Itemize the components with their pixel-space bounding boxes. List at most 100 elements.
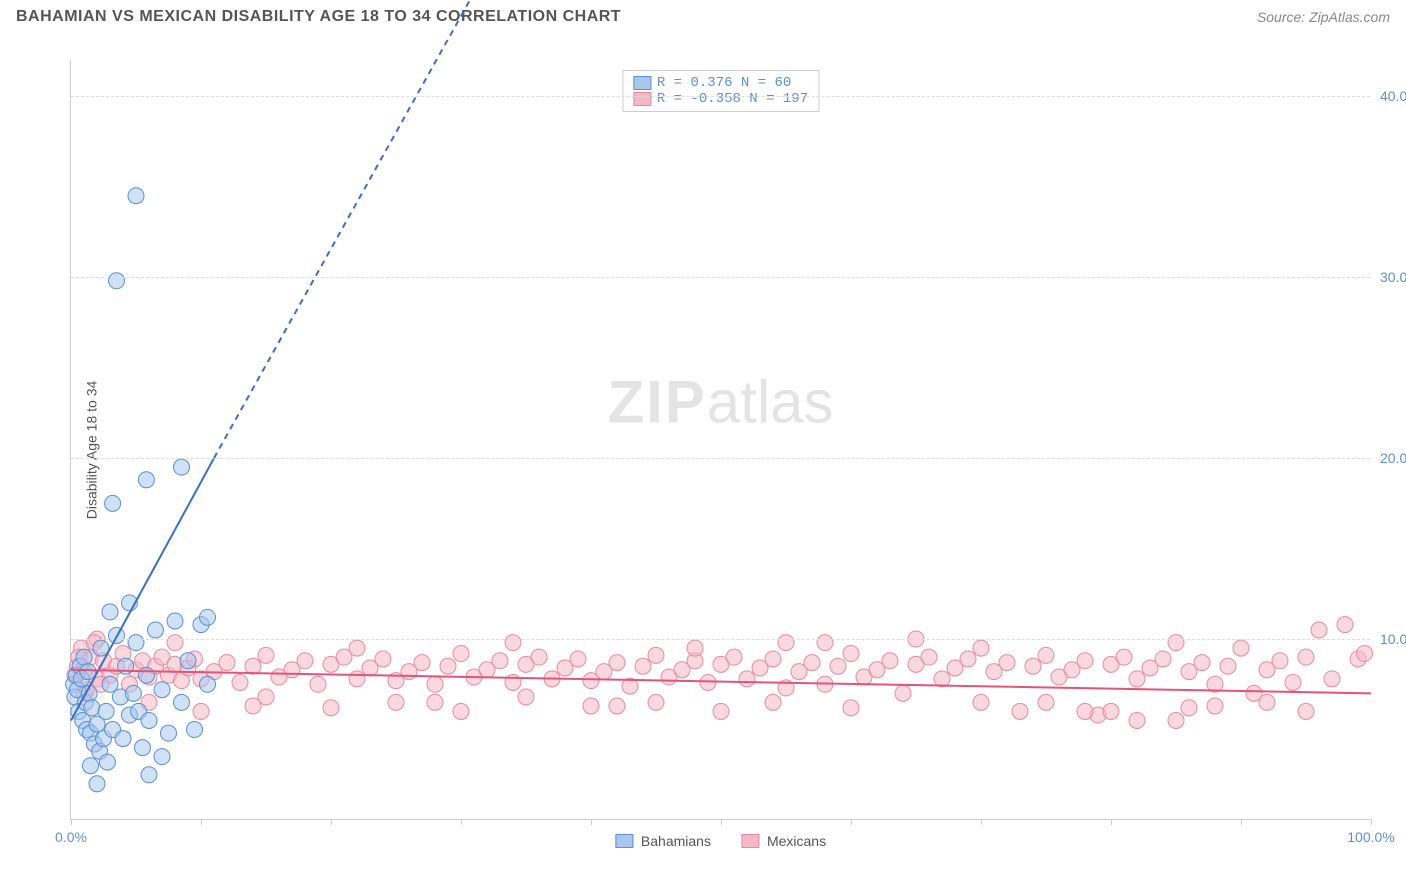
mexicans-point <box>1129 712 1145 728</box>
mexicans-point <box>349 640 365 656</box>
bahamians-point <box>200 676 216 692</box>
mexicans-point <box>1272 653 1288 669</box>
bahamians-point <box>84 700 100 716</box>
mexicans-point <box>1116 649 1132 665</box>
mexicans-point <box>1038 694 1054 710</box>
mexicans-point <box>258 647 274 663</box>
correlation-legend: R = 0.376 N = 60R = -0.358 N = 197 <box>622 70 819 112</box>
mexicans-point <box>882 653 898 669</box>
bahamians-point <box>138 667 154 683</box>
mexicans-point <box>1077 653 1093 669</box>
chart-title: BAHAMIAN VS MEXICAN DISABILITY AGE 18 TO… <box>16 8 621 26</box>
legend-label: Mexicans <box>767 833 826 849</box>
gridline <box>71 458 1370 459</box>
x-tick <box>1111 819 1112 825</box>
mexicans-point <box>167 635 183 651</box>
mexicans-point <box>1259 694 1275 710</box>
chart-container: Disability Age 18 to 34 ZIPatlas R = 0.3… <box>50 50 1390 850</box>
bahamians-point <box>138 472 154 488</box>
bahamians-point <box>154 682 170 698</box>
mexicans-point <box>1207 698 1223 714</box>
mexicans-point <box>609 655 625 671</box>
legend-swatch <box>741 834 759 848</box>
mexicans-point <box>817 635 833 651</box>
plot-area: ZIPatlas R = 0.376 N = 60R = -0.358 N = … <box>70 60 1370 820</box>
mexicans-point <box>1311 622 1327 638</box>
bahamians-point <box>200 609 216 625</box>
x-tick-label: 0.0% <box>55 829 87 845</box>
bahamians-trendline-extended <box>214 0 487 458</box>
mexicans-point <box>1129 671 1145 687</box>
mexicans-point <box>973 694 989 710</box>
bahamians-point <box>83 758 99 774</box>
bahamians-point <box>109 273 125 289</box>
mexicans-point <box>1155 651 1171 667</box>
mexicans-point <box>1103 703 1119 719</box>
legend-swatch <box>633 92 651 106</box>
x-tick-label: 100.0% <box>1347 829 1394 845</box>
mexicans-point <box>1181 700 1197 716</box>
bahamians-point <box>98 703 114 719</box>
bahamians-point <box>148 622 164 638</box>
mexicans-point <box>1077 703 1093 719</box>
bahamians-point <box>89 776 105 792</box>
bahamians-point <box>135 740 151 756</box>
gridline <box>71 639 1370 640</box>
mexicans-point <box>453 703 469 719</box>
mexicans-point <box>323 700 339 716</box>
mexicans-point <box>1025 658 1041 674</box>
mexicans-point <box>999 655 1015 671</box>
source-attribution: Source: ZipAtlas.com <box>1257 9 1390 25</box>
x-tick <box>1371 819 1372 825</box>
mexicans-point <box>583 698 599 714</box>
gridline <box>71 96 1370 97</box>
bahamians-point <box>115 731 131 747</box>
mexicans-point <box>635 658 651 674</box>
mexicans-point <box>1038 647 1054 663</box>
mexicans-point <box>388 694 404 710</box>
mexicans-point <box>245 658 261 674</box>
mexicans-point <box>492 653 508 669</box>
legend-swatch <box>615 834 633 848</box>
x-tick <box>591 819 592 825</box>
bahamians-point <box>154 749 170 765</box>
bahamians-point <box>128 188 144 204</box>
x-tick <box>981 819 982 825</box>
mexicans-point <box>726 649 742 665</box>
mexicans-point <box>245 698 261 714</box>
mexicans-point <box>960 651 976 667</box>
legend-label: Bahamians <box>641 833 711 849</box>
legend-row: R = -0.358 N = 197 <box>633 91 808 107</box>
series-legend: Bahamians Mexicans <box>615 833 826 849</box>
mexicans-point <box>765 694 781 710</box>
mexicans-point <box>1298 703 1314 719</box>
bahamians-point <box>161 725 177 741</box>
mexicans-point <box>453 646 469 662</box>
mexicans-point <box>232 674 248 690</box>
bahamians-point <box>167 613 183 629</box>
x-tick <box>851 819 852 825</box>
x-tick <box>1241 819 1242 825</box>
mexicans-point <box>778 635 794 651</box>
legend-swatch <box>633 76 651 90</box>
bahamians-point <box>102 604 118 620</box>
mexicans-point <box>440 658 456 674</box>
mexicans-point <box>648 647 664 663</box>
y-tick-label: 10.0% <box>1380 631 1406 647</box>
bahamians-point <box>180 653 196 669</box>
mexicans-point <box>1233 640 1249 656</box>
legend-row: R = 0.376 N = 60 <box>633 75 808 91</box>
mexicans-point <box>219 655 235 671</box>
mexicans-point <box>830 658 846 674</box>
mexicans-point <box>427 676 443 692</box>
bahamians-point <box>141 767 157 783</box>
bahamians-point <box>99 754 115 770</box>
mexicans-point <box>1285 674 1301 690</box>
mexicans-point <box>349 671 365 687</box>
mexicans-point <box>1357 646 1373 662</box>
bahamians-point <box>174 459 190 475</box>
y-tick-label: 40.0% <box>1380 88 1406 104</box>
header: BAHAMIAN VS MEXICAN DISABILITY AGE 18 TO… <box>0 0 1406 34</box>
mexicans-point <box>765 651 781 667</box>
mexicans-point <box>609 698 625 714</box>
